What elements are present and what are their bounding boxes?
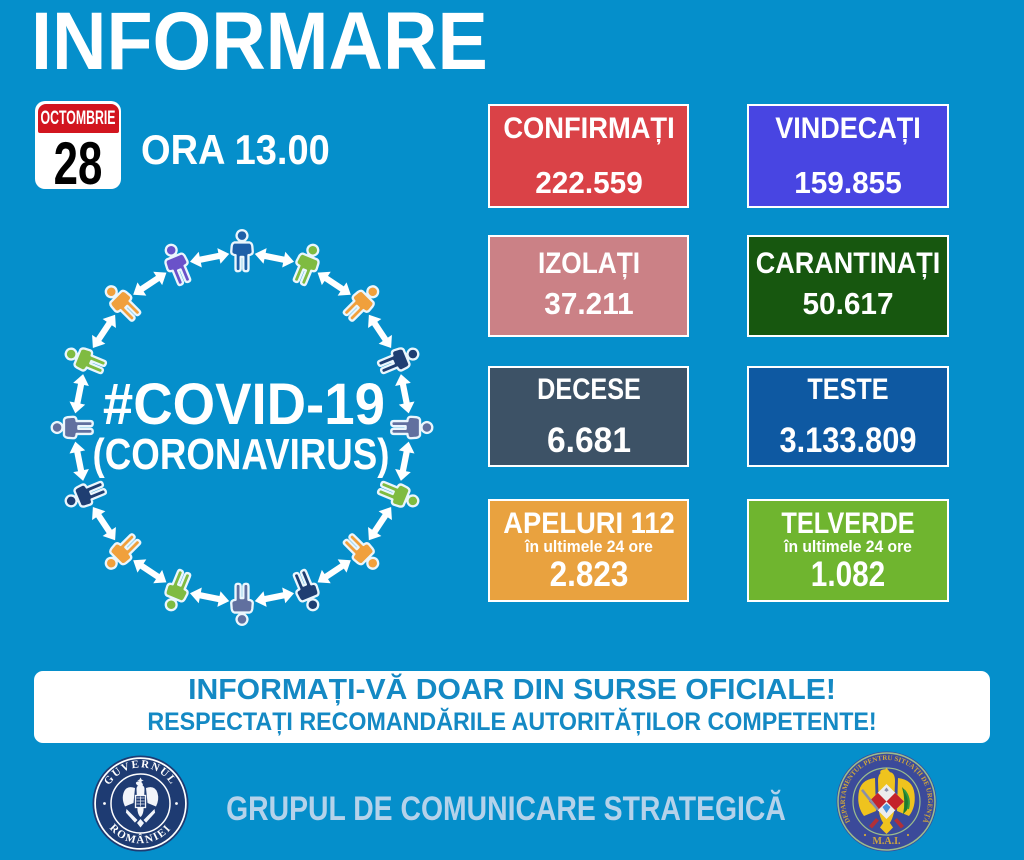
svg-text:M.A.I.: M.A.I. (872, 836, 901, 847)
